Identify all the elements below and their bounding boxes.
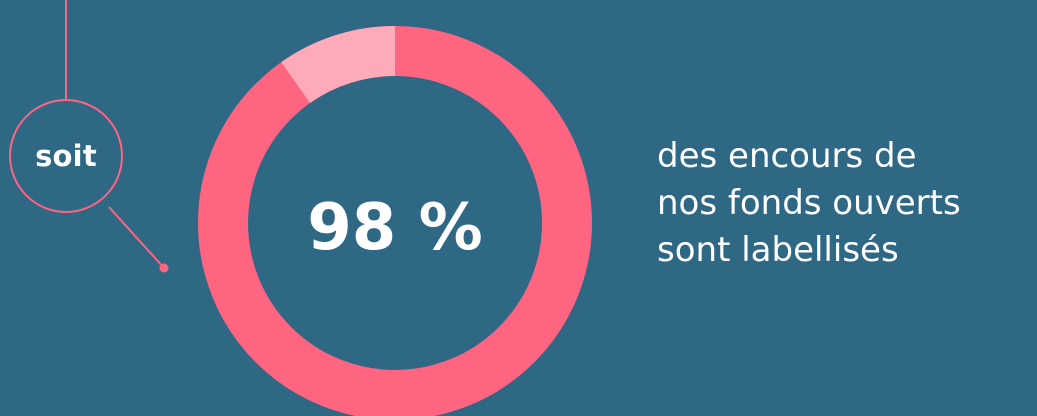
connector-line-diagonal xyxy=(108,206,165,269)
soit-label: soit xyxy=(35,139,97,173)
percent-value: 98 % xyxy=(307,191,483,265)
caption-line-1: des encours de xyxy=(657,136,917,176)
caption-line-2: nos fonds ouverts xyxy=(657,183,961,223)
caption-block: des encours de nos fonds ouverts sont la… xyxy=(657,133,1027,274)
connector-end-dot xyxy=(159,263,169,273)
caption-line-3: sont labellisés xyxy=(657,230,899,270)
soit-badge: soit xyxy=(9,99,123,213)
ring-highlight-segment xyxy=(281,26,396,104)
